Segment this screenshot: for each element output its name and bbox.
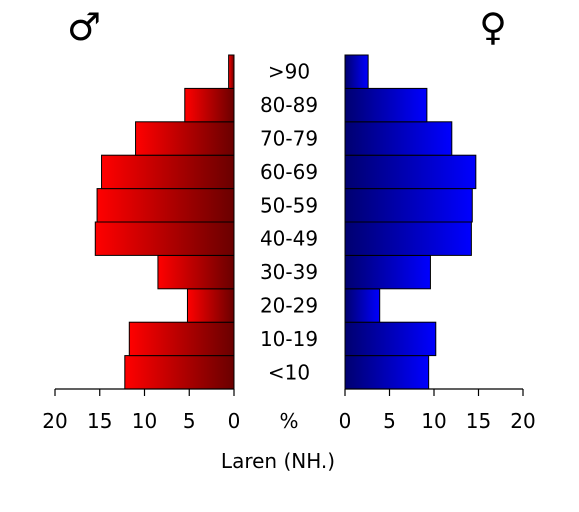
male-bar-50-59 [96,188,235,223]
female-bar-70-79 [344,121,453,156]
male-bar-<10 [124,355,235,390]
left-x-axis: 20 15 10 5 0 [42,388,241,433]
right-tick-label-15: 15 [466,409,491,433]
female-bars [344,54,477,390]
female-bar-60-69 [344,154,477,190]
left-tick-label-0: 0 [228,409,241,433]
right-tick-label-0: 0 [339,409,352,433]
age-label-60-69: 60-69 [260,160,318,184]
male-bar-30-39 [157,254,235,290]
left-tick-label-20: 20 [42,409,67,433]
male-bar->90 [228,54,235,89]
right-tick-label-20: 20 [510,409,535,433]
female-bar-<10 [344,355,430,390]
female-bar-40-49 [344,221,472,256]
female-symbol-icon: ♀ [479,5,507,49]
female-bar-50-59 [344,188,473,223]
male-bar-60-69 [101,154,235,190]
male-bar-10-19 [128,321,235,357]
age-label-20-29: 20-29 [260,294,318,318]
female-bar-30-39 [344,254,431,290]
age-label->90: >90 [268,60,310,84]
male-bars [94,54,235,390]
right-x-axis: 0 5 10 15 20 [339,388,536,433]
right-tick-label-5: 5 [383,409,396,433]
female-bar-80-89 [344,87,428,123]
age-label-30-39: 30-39 [260,260,318,284]
age-label-70-79: 70-79 [260,127,318,151]
male-bar-80-89 [184,87,235,123]
male-bar-70-79 [135,121,235,156]
female-bar-10-19 [344,321,437,357]
right-tick-label-10: 10 [421,409,446,433]
age-labels: <10 10-19 20-29 30-39 40-49 50-59 60-69 70-79 80… [260,60,318,385]
age-label-<10: <10 [268,360,310,384]
center-unit-label: % [279,409,298,433]
left-tick-label-5: 5 [183,409,196,433]
left-tick-label-10: 10 [132,409,157,433]
male-bar-20-29 [186,288,235,323]
age-label-80-89: 80-89 [260,93,318,117]
female-bar-20-29 [344,288,381,323]
female-bar->90 [344,54,369,89]
left-tick-label-15: 15 [87,409,112,433]
male-symbol-icon: ♂ [67,5,101,49]
age-label-50-59: 50-59 [260,193,318,217]
male-bar-40-49 [94,221,235,256]
x-axis-label: Laren (NH.) [221,449,335,473]
age-label-10-19: 10-19 [260,327,318,351]
age-label-40-49: 40-49 [260,227,318,251]
